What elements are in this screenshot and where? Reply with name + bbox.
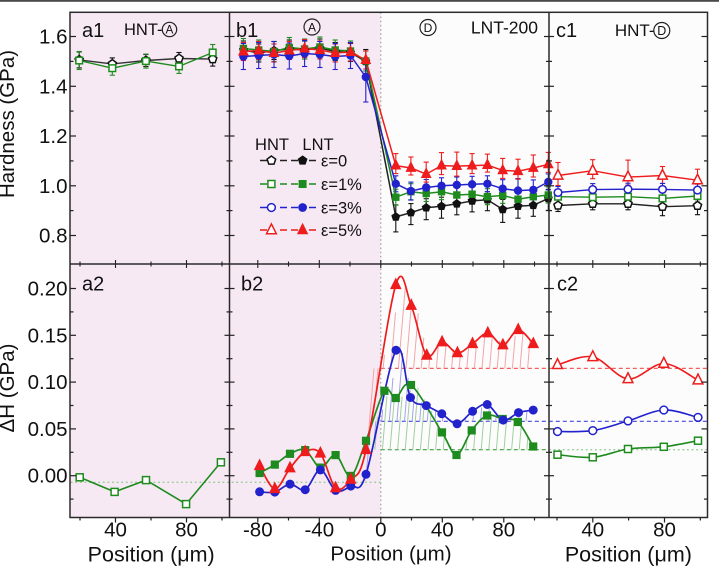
svg-text:b1: b1 bbox=[236, 20, 258, 42]
svg-text:40: 40 bbox=[104, 519, 127, 542]
svg-text:b2: b2 bbox=[241, 274, 263, 296]
svg-text:-80: -80 bbox=[243, 519, 273, 542]
svg-text:Hardness (GPa): Hardness (GPa) bbox=[0, 50, 19, 198]
svg-text:c1: c1 bbox=[556, 20, 577, 42]
svg-text:1.6: 1.6 bbox=[39, 26, 68, 49]
svg-text:1.2: 1.2 bbox=[39, 125, 68, 148]
svg-text:a1: a1 bbox=[82, 20, 104, 42]
svg-text:LNT-200: LNT-200 bbox=[471, 18, 538, 38]
svg-text:40: 40 bbox=[431, 519, 454, 542]
svg-text:0.15: 0.15 bbox=[28, 324, 68, 347]
svg-text:0.00: 0.00 bbox=[28, 465, 68, 488]
svg-text:ε=3%: ε=3% bbox=[321, 200, 362, 218]
svg-text:Position (μm): Position (μm) bbox=[330, 543, 451, 566]
svg-text:ε=0: ε=0 bbox=[321, 153, 347, 171]
svg-text:a2: a2 bbox=[82, 274, 104, 296]
svg-text:LNT: LNT bbox=[302, 136, 333, 154]
svg-text:A: A bbox=[308, 20, 316, 34]
svg-text:ε=5%: ε=5% bbox=[321, 222, 362, 240]
svg-text:0.8: 0.8 bbox=[39, 225, 68, 248]
svg-text:ε=1%: ε=1% bbox=[321, 176, 362, 194]
svg-text:0.05: 0.05 bbox=[28, 418, 68, 441]
svg-text:80: 80 bbox=[175, 519, 198, 542]
svg-text:c2: c2 bbox=[557, 274, 578, 296]
svg-text:HNT: HNT bbox=[255, 136, 289, 154]
svg-text:HNT-: HNT- bbox=[124, 21, 163, 39]
svg-text:Position (μm): Position (μm) bbox=[565, 543, 692, 567]
svg-text:Position (μm): Position (μm) bbox=[88, 543, 215, 567]
svg-text:0.20: 0.20 bbox=[28, 278, 68, 301]
svg-text:-40: -40 bbox=[304, 519, 334, 542]
svg-text:80: 80 bbox=[653, 519, 676, 542]
svg-text:0: 0 bbox=[375, 519, 386, 542]
svg-text:HNT-: HNT- bbox=[615, 21, 655, 40]
svg-text:80: 80 bbox=[492, 519, 515, 542]
svg-text:D: D bbox=[424, 21, 433, 35]
svg-text:1.0: 1.0 bbox=[39, 175, 68, 198]
svg-text:40: 40 bbox=[581, 519, 604, 542]
svg-text:ΔH (GPa): ΔH (GPa) bbox=[0, 344, 19, 433]
svg-text:0.10: 0.10 bbox=[28, 371, 68, 394]
svg-text:A: A bbox=[166, 25, 174, 37]
svg-text:D: D bbox=[657, 24, 666, 38]
svg-text:1.4: 1.4 bbox=[39, 75, 68, 98]
